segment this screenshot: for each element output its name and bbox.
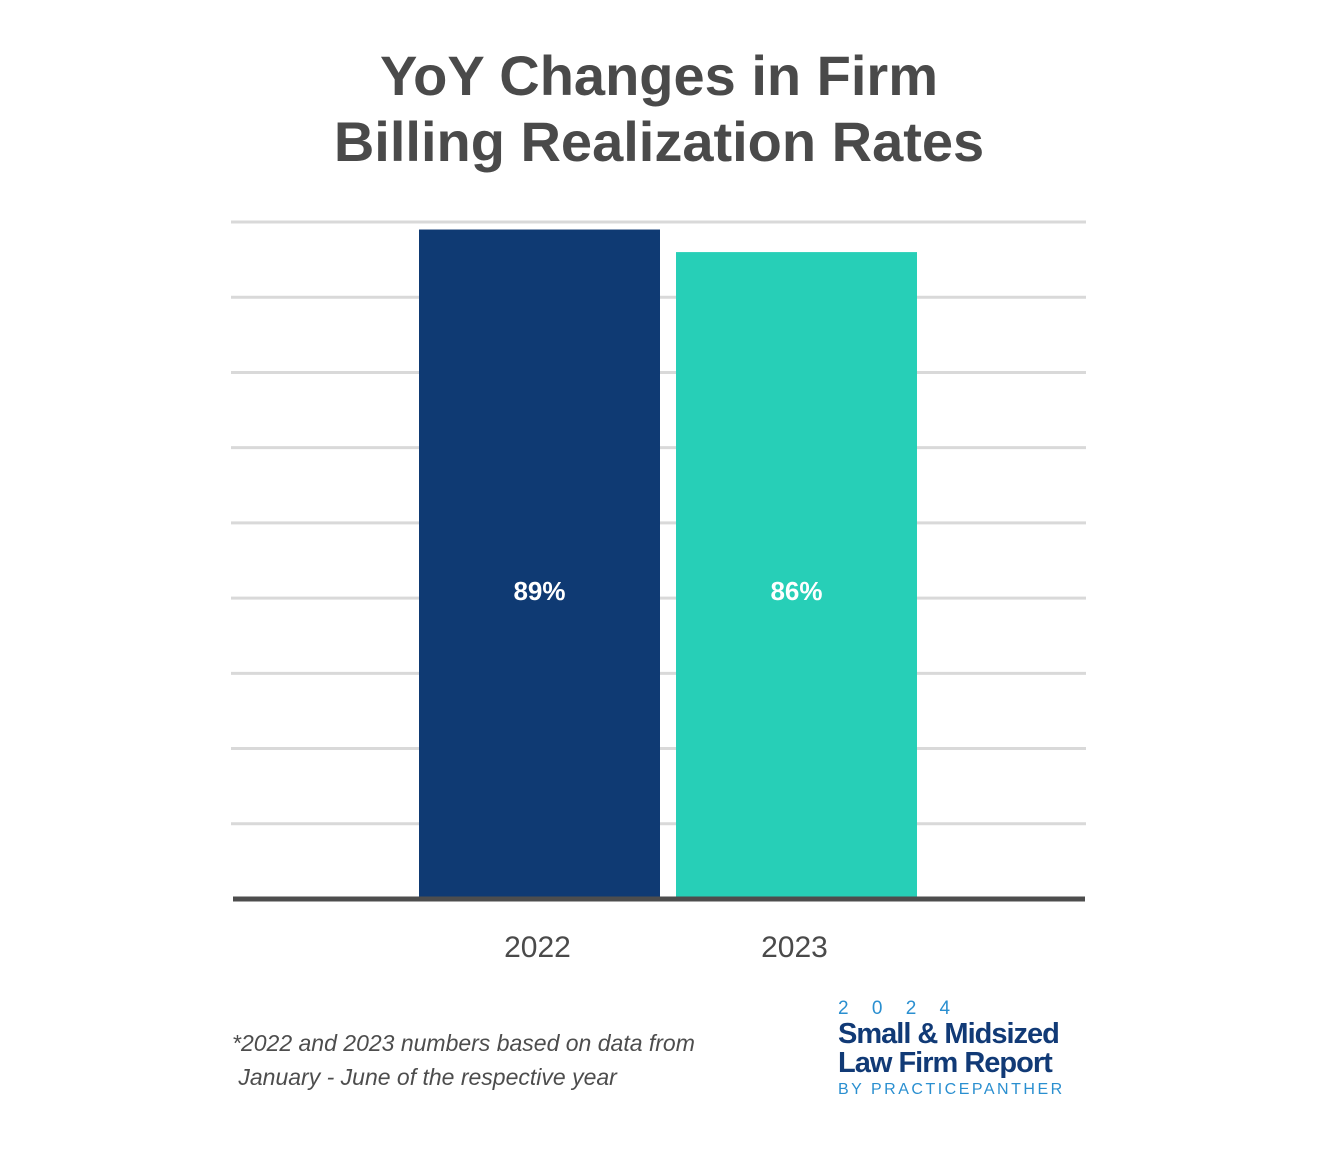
data-label-2023: 86% (770, 576, 822, 606)
x-tick-label-2022: 2022 (504, 931, 571, 964)
footnote-line-2: January - June of the respective year (232, 1064, 617, 1090)
chart-title-line-2: Billing Realization Rates (333, 110, 985, 173)
bar-chart: 89% 2022 86% 2023 (231, 220, 1086, 964)
data-label-2022: 89% (513, 576, 565, 606)
logo-byline: BY PRACTICEPANTHER (838, 1081, 1065, 1098)
chart-title-line-1: YoY Changes in Firm (379, 44, 939, 107)
logo-name-line-1: Small & Midsized (838, 1018, 1060, 1050)
logo-year: 2 0 2 4 (838, 998, 960, 1019)
logo-name-line-2: Law Firm Report (838, 1047, 1053, 1079)
report-logo: 2 0 2 4 Small & Midsized Law Firm Report… (838, 998, 1065, 1099)
bar-2022 (419, 229, 660, 899)
footnote: *2022 and 2023 numbers based on data fro… (232, 1026, 695, 1094)
bar-2023 (676, 252, 917, 900)
x-tick-label-2023: 2023 (761, 931, 828, 964)
footnote-line-1: *2022 and 2023 numbers based on data fro… (232, 1030, 695, 1056)
